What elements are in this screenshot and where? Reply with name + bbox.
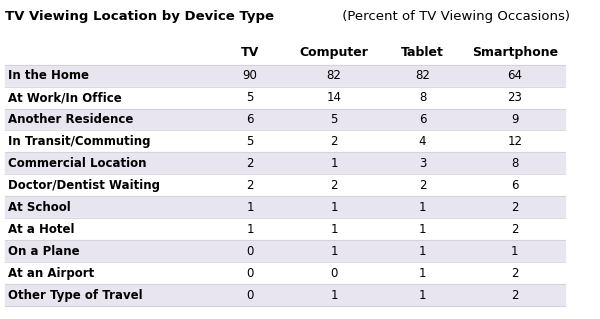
Text: 12: 12 xyxy=(508,135,523,148)
Bar xyxy=(5,86,565,108)
Bar xyxy=(5,262,565,284)
Text: Doctor/Dentist Waiting: Doctor/Dentist Waiting xyxy=(8,179,160,192)
Text: 0: 0 xyxy=(246,289,254,301)
Text: 1: 1 xyxy=(419,201,426,214)
Text: 1: 1 xyxy=(246,223,254,236)
Text: At School: At School xyxy=(8,201,71,214)
Text: TV Viewing Location by Device Type: TV Viewing Location by Device Type xyxy=(5,10,274,23)
Text: Tablet: Tablet xyxy=(401,46,444,59)
Text: 82: 82 xyxy=(327,69,341,82)
Bar xyxy=(5,218,565,240)
Text: (Percent of TV Viewing Occasions): (Percent of TV Viewing Occasions) xyxy=(338,10,571,23)
Text: 1: 1 xyxy=(419,267,426,280)
Bar xyxy=(5,152,565,174)
Text: At Work/In Office: At Work/In Office xyxy=(8,91,122,104)
Text: 9: 9 xyxy=(511,113,518,126)
Text: 1: 1 xyxy=(419,245,426,258)
Text: 90: 90 xyxy=(242,69,257,82)
Text: On a Plane: On a Plane xyxy=(8,245,80,258)
Text: 6: 6 xyxy=(419,113,426,126)
Text: 82: 82 xyxy=(415,69,430,82)
Text: In the Home: In the Home xyxy=(8,69,89,82)
Text: 1: 1 xyxy=(331,289,338,301)
Text: 6: 6 xyxy=(511,179,518,192)
Text: 2: 2 xyxy=(246,157,254,170)
Bar xyxy=(5,240,565,262)
Bar xyxy=(5,65,565,86)
Text: 0: 0 xyxy=(331,267,338,280)
Bar xyxy=(5,174,565,196)
Text: 0: 0 xyxy=(246,267,254,280)
Text: 1: 1 xyxy=(331,201,338,214)
Text: 8: 8 xyxy=(419,91,426,104)
Text: 1: 1 xyxy=(331,223,338,236)
Text: 0: 0 xyxy=(246,245,254,258)
Text: 64: 64 xyxy=(508,69,523,82)
Bar xyxy=(5,284,565,306)
Text: 5: 5 xyxy=(246,135,254,148)
Text: 1: 1 xyxy=(419,289,426,301)
Text: 2: 2 xyxy=(511,289,518,301)
Text: 2: 2 xyxy=(331,179,338,192)
Text: 2: 2 xyxy=(331,135,338,148)
Text: 23: 23 xyxy=(508,91,522,104)
Text: 2: 2 xyxy=(246,179,254,192)
Text: Another Residence: Another Residence xyxy=(8,113,134,126)
Text: At an Airport: At an Airport xyxy=(8,267,94,280)
Text: 2: 2 xyxy=(511,223,518,236)
Text: 5: 5 xyxy=(246,91,254,104)
Bar xyxy=(5,130,565,152)
Text: 1: 1 xyxy=(511,245,518,258)
Text: 5: 5 xyxy=(331,113,338,126)
Text: 3: 3 xyxy=(419,157,426,170)
Bar xyxy=(5,41,565,65)
Text: 1: 1 xyxy=(331,245,338,258)
Text: In Transit/Commuting: In Transit/Commuting xyxy=(8,135,151,148)
Text: At a Hotel: At a Hotel xyxy=(8,223,74,236)
Text: Commercial Location: Commercial Location xyxy=(8,157,146,170)
Text: Smartphone: Smartphone xyxy=(472,46,558,59)
Text: 14: 14 xyxy=(326,91,341,104)
Text: 1: 1 xyxy=(419,223,426,236)
Text: 6: 6 xyxy=(246,113,254,126)
Text: Computer: Computer xyxy=(300,46,368,59)
Text: 4: 4 xyxy=(419,135,426,148)
Text: 1: 1 xyxy=(331,157,338,170)
Text: 1: 1 xyxy=(246,201,254,214)
Text: TV: TV xyxy=(241,46,259,59)
Text: 2: 2 xyxy=(419,179,426,192)
Text: 8: 8 xyxy=(511,157,518,170)
Bar xyxy=(5,108,565,130)
Text: Other Type of Travel: Other Type of Travel xyxy=(8,289,143,301)
Text: 2: 2 xyxy=(511,201,518,214)
Bar xyxy=(5,196,565,218)
Text: 2: 2 xyxy=(511,267,518,280)
